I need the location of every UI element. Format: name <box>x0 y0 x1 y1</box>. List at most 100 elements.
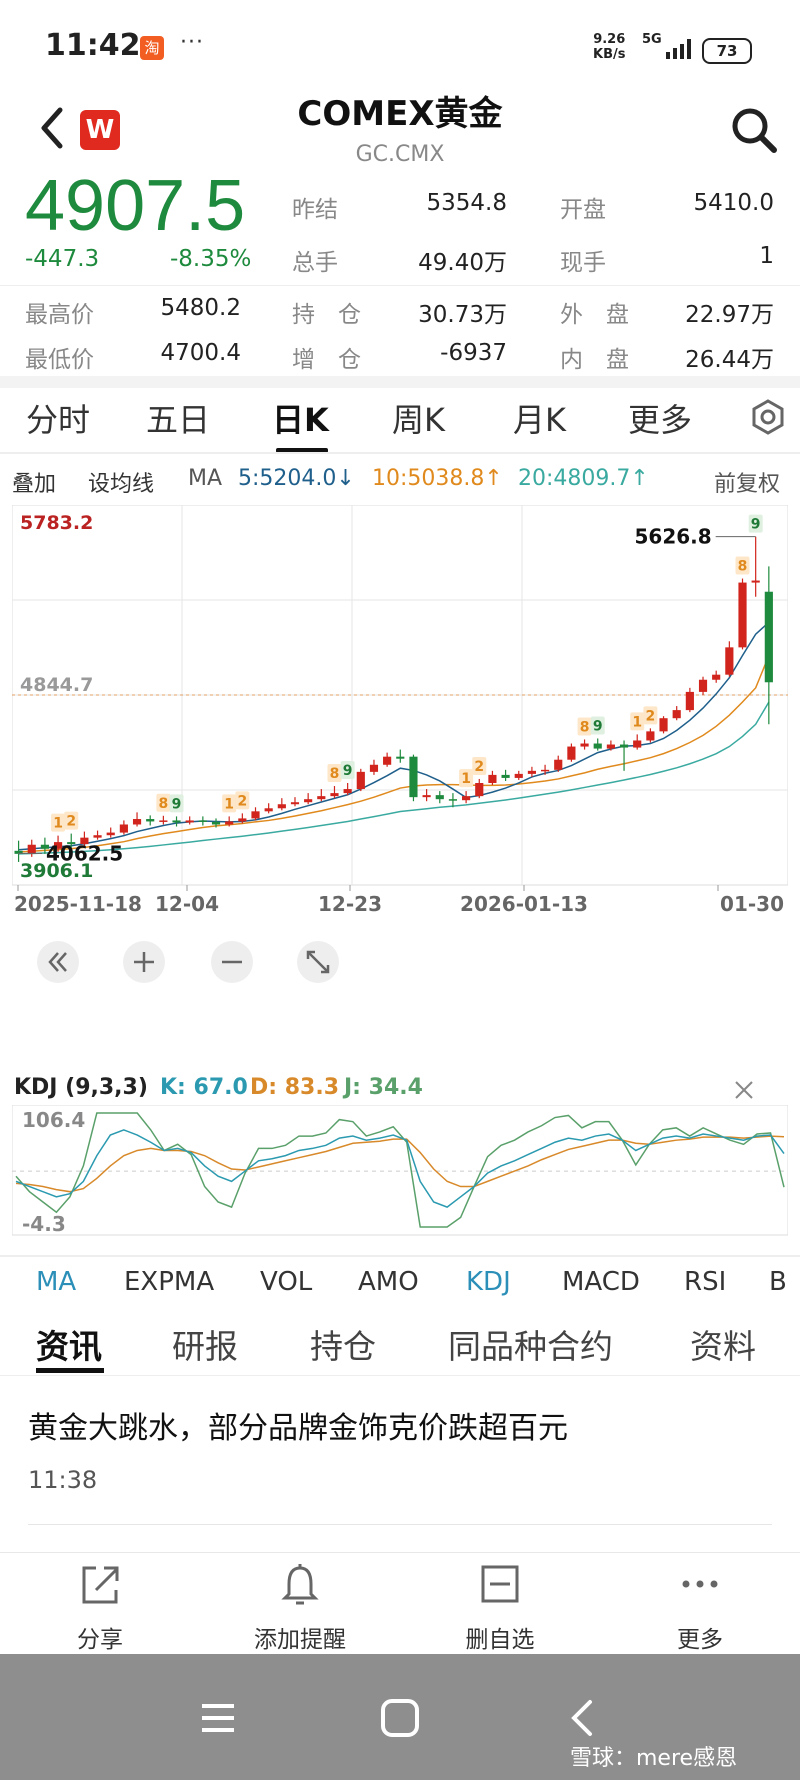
td-marker-bg <box>472 756 487 775</box>
tab-positions[interactable]: 持仓 <box>310 1327 376 1366</box>
td-marker: 2 <box>66 814 76 830</box>
candle-body <box>225 821 234 825</box>
battery-icon: 73 <box>702 38 752 64</box>
active-subtab-indicator <box>36 1368 104 1373</box>
label-low: 最低价 <box>25 347 94 373</box>
candle-body <box>698 679 708 692</box>
td-marker-bg <box>590 716 605 735</box>
candle-body <box>14 850 23 854</box>
kdj-k-value: K: 67.0 <box>160 1075 248 1100</box>
home-icon[interactable] <box>378 1696 422 1740</box>
indicator-tab-boll[interactable]: B <box>769 1267 787 1297</box>
remove-watchlist-icon <box>481 1565 519 1603</box>
candle-body <box>198 820 207 822</box>
td-marker: 2 <box>646 708 656 724</box>
indicator-tab-kdj[interactable]: KDJ <box>466 1267 511 1297</box>
overlay-button[interactable]: 叠加 <box>12 472 57 497</box>
candle-body <box>409 756 418 798</box>
y-label-bottom: 3906.1 <box>20 860 93 882</box>
td-marker-bg <box>64 811 79 830</box>
label-volume: 总手 <box>292 250 338 276</box>
candle-body <box>475 782 484 797</box>
td-marker: 2 <box>474 759 484 775</box>
value-last-volume: 1 <box>759 243 774 269</box>
candle-body <box>304 799 313 803</box>
zoom-in-icon[interactable] <box>122 940 166 984</box>
indicator-tab-vol[interactable]: VOL <box>260 1267 313 1297</box>
indicator-tab-macd[interactable]: MACD <box>562 1267 640 1297</box>
candle-body <box>435 795 444 800</box>
label-last-volume: 现手 <box>560 250 606 276</box>
td-marker-bg <box>630 712 645 731</box>
label-open-interest: 持 仓 <box>292 302 361 328</box>
label-open: 开盘 <box>560 197 606 223</box>
chart-settings-icon[interactable] <box>748 397 788 437</box>
x-tick-label: 01-30 <box>720 892 784 916</box>
low-mark-label: 4062.5 <box>46 841 123 865</box>
tab-monthly-k[interactable]: 月K <box>513 401 566 439</box>
fullscreen-icon[interactable] <box>296 940 340 984</box>
candle-body <box>738 582 747 648</box>
search-icon[interactable] <box>728 104 780 156</box>
recent-apps-icon[interactable] <box>196 1698 240 1738</box>
kdj-bottom-label: -4.3 <box>22 1212 66 1236</box>
candle-body <box>593 743 602 749</box>
value-prev-settle: 5354.8 <box>426 190 507 216</box>
indicator-tab-rsi[interactable]: RSI <box>684 1267 727 1297</box>
candle-body <box>290 802 300 805</box>
remove-watchlist-button[interactable]: 删自选 <box>430 1562 570 1654</box>
back-arrow-icon[interactable] <box>34 100 74 156</box>
x-tick-label: 12-04 <box>155 892 219 916</box>
watermark: 雪球：mere感恩 <box>570 1746 738 1771</box>
tab-more[interactable]: 更多 <box>628 401 693 439</box>
indicator-tab-expma[interactable]: EXPMA <box>124 1267 215 1297</box>
candle-body <box>251 811 260 819</box>
tab-intraday[interactable]: 分时 <box>26 401 91 439</box>
candle-body <box>672 710 681 719</box>
candle-body <box>211 821 221 825</box>
indicator-tab-amo[interactable]: AMO <box>358 1267 419 1297</box>
status-time: 11:42 <box>45 28 141 63</box>
candle-body <box>80 837 89 845</box>
net-speed-unit: KB/s <box>593 47 626 62</box>
candle-body <box>343 789 352 794</box>
more-button[interactable]: 更多 <box>630 1562 770 1654</box>
nav-back-icon[interactable] <box>562 1696 602 1740</box>
tab-research[interactable]: 研报 <box>172 1327 238 1366</box>
candle-body <box>369 764 379 772</box>
indicator-tab-ma[interactable]: MA <box>36 1267 77 1297</box>
tab-weekly-k[interactable]: 周K <box>392 401 445 439</box>
add-alert-label: 添加提醒 <box>254 1627 346 1653</box>
divider <box>0 1375 800 1376</box>
candle-body <box>119 824 128 833</box>
x-tick-label: 12-23 <box>318 892 382 916</box>
tab-news[interactable]: 资讯 <box>36 1327 102 1366</box>
td-marker: 1 <box>53 816 63 832</box>
td-marker-bg <box>235 791 250 810</box>
tab-related-contracts[interactable]: 同品种合约 <box>448 1327 613 1366</box>
price-change: -447.3 <box>25 246 100 272</box>
tab-profile[interactable]: 资料 <box>690 1327 756 1366</box>
news-headline[interactable]: 黄金大跳水，部分品牌金饰克价跌超百元 <box>28 1411 568 1446</box>
kdj-chart[interactable]: 106.4 -4.3 <box>12 1105 788 1245</box>
td-marker-bg <box>51 813 66 832</box>
value-high: 5480.2 <box>160 295 241 321</box>
scroll-left-icon[interactable] <box>36 940 80 984</box>
set-ma-button[interactable]: 设均线 <box>88 472 155 497</box>
candle-body <box>277 804 286 809</box>
candle-body <box>488 774 497 783</box>
candle-body <box>106 832 115 836</box>
tab-five-day[interactable]: 五日 <box>146 401 211 439</box>
share-button[interactable]: 分享 <box>30 1562 170 1654</box>
candle-body <box>540 769 550 772</box>
ma-label: MA <box>188 466 223 491</box>
ma20-line <box>18 701 770 855</box>
td-marker: 9 <box>343 763 353 779</box>
zoom-out-icon[interactable] <box>210 940 254 984</box>
close-indicator-icon[interactable] <box>732 1078 756 1102</box>
adjust-mode-button[interactable]: 前复权 <box>714 472 781 497</box>
tab-daily-k[interactable]: 日K <box>272 401 329 439</box>
candle-body <box>422 795 431 798</box>
add-alert-button[interactable]: 添加提醒 <box>230 1562 370 1654</box>
